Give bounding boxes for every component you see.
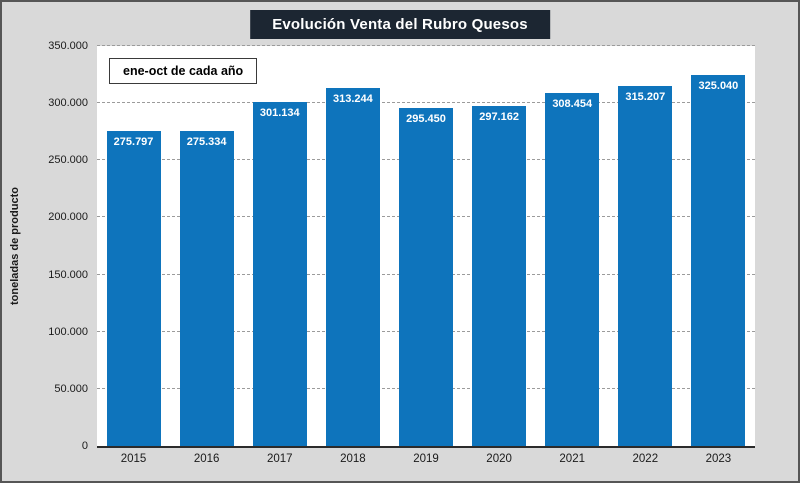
annotation-text: ene-oct de cada año — [123, 64, 244, 78]
x-tick-label: 2020 — [486, 453, 512, 465]
y-tick-label: 0 — [81, 440, 88, 452]
bar-2022: 315.207 — [618, 85, 673, 446]
x-tick-label: 2021 — [559, 453, 585, 465]
x-tick-label: 2015 — [120, 453, 147, 465]
bar-series: 275.797 275.334 301.134 313.244 295.450 297.1… — [97, 46, 755, 446]
bar-slot: 295.450 — [389, 46, 462, 446]
bar-value-label: 325.040 — [698, 79, 739, 92]
gridline — [97, 45, 755, 46]
y-axis-title: toneladas de producto — [9, 187, 21, 305]
bar-2019: 295.450 — [398, 108, 453, 446]
bar-value-label: 313.244 — [332, 93, 373, 106]
bar-2021: 308.454 — [545, 93, 600, 446]
bar-value-label: 295.450 — [406, 113, 446, 126]
x-tick-label: 2023 — [705, 453, 732, 465]
bar-2020: 297.162 — [472, 106, 527, 446]
x-tick-label: 2016 — [193, 453, 220, 465]
annotation-box: ene-oct de cada año — [109, 58, 258, 84]
y-tick-label: 350.000 — [48, 40, 88, 52]
x-axis: 2015 2016 2017 2018 2019 2020 2021 2022 2023 — [97, 453, 755, 465]
bar-value-label: 275.334 — [186, 136, 227, 149]
bar-value-label: 308.454 — [552, 98, 593, 111]
chart-title: Evolución Venta del Rubro Quesos — [250, 10, 550, 39]
x-tick-label: 2022 — [632, 453, 659, 465]
bar-slot: 308.454 — [536, 46, 609, 446]
bar-2015: 275.797 — [106, 130, 161, 446]
y-tick-label: 50.000 — [54, 382, 88, 395]
y-tick-label: 100.000 — [48, 325, 88, 338]
bar-value-label: 297.162 — [479, 111, 519, 124]
bar-slot: 315.207 — [609, 46, 682, 446]
bar-slot: 301.134 — [243, 46, 316, 446]
y-axis: 0 50.000 100.000 150.000 200.000 250.000 300.0… — [26, 40, 88, 452]
x-tick-label: 2019 — [413, 453, 439, 465]
bar-slot: 325.040 — [682, 46, 755, 446]
bar-2023: 325.040 — [691, 74, 746, 446]
bar-value-label: 301.134 — [259, 106, 300, 119]
gridline — [97, 102, 755, 104]
y-tick-label: 200.000 — [48, 211, 88, 224]
bar-2018: 313.244 — [325, 88, 380, 446]
bar-slot: 313.244 — [316, 46, 389, 446]
plot-area: 275.797 275.334 301.134 313.244 295.450 297.1… — [97, 45, 755, 448]
bar-2017: 301.134 — [252, 101, 307, 446]
bar-slot: 297.162 — [463, 46, 536, 446]
bar-2016: 275.334 — [179, 131, 234, 446]
bar-slot: 275.797 — [97, 46, 170, 446]
bar-value-label: 315.207 — [625, 90, 666, 103]
y-tick-label: 150.000 — [48, 268, 88, 281]
bar-value-label: 275.797 — [113, 135, 154, 148]
bar-slot: 275.334 — [170, 46, 243, 446]
y-tick-label: 250.000 — [48, 154, 88, 167]
x-tick-label: 2017 — [266, 453, 293, 465]
x-tick-label: 2018 — [340, 453, 366, 465]
y-tick-label: 300.000 — [48, 97, 88, 110]
